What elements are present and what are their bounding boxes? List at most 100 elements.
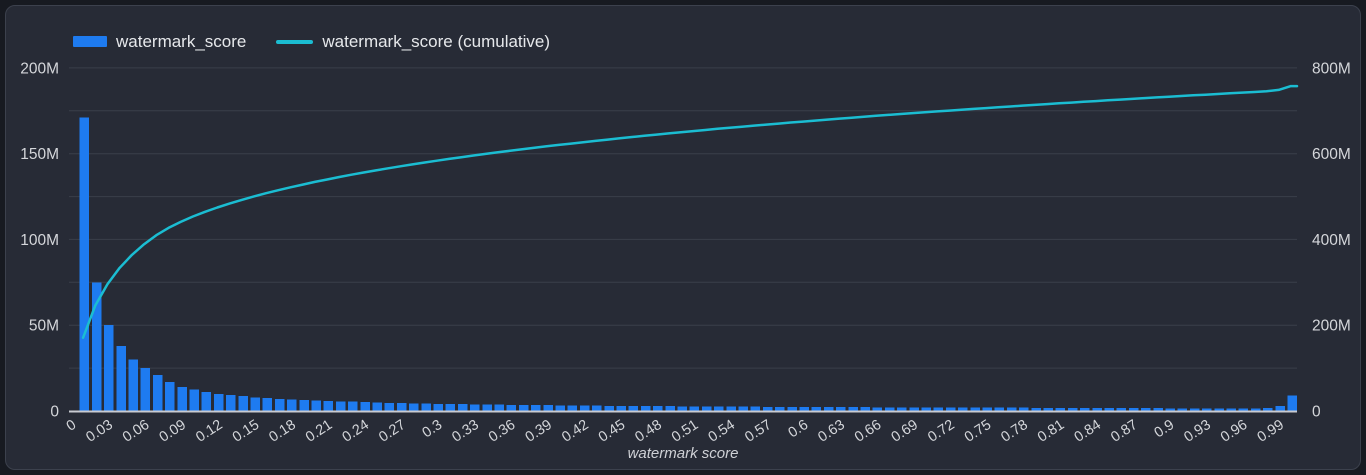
histogram-bar[interactable]: [726, 406, 736, 411]
histogram-bar[interactable]: [250, 397, 261, 411]
histogram-bar[interactable]: [140, 368, 151, 411]
histogram-bar[interactable]: [274, 398, 285, 411]
histogram-bar[interactable]: [1043, 407, 1054, 411]
histogram-bar[interactable]: [1250, 408, 1261, 411]
histogram-bar[interactable]: [1238, 408, 1249, 411]
histogram-bar[interactable]: [360, 402, 370, 411]
histogram-bar[interactable]: [396, 402, 407, 411]
histogram-bar[interactable]: [335, 401, 346, 411]
histogram-bar[interactable]: [213, 393, 224, 411]
histogram-bar[interactable]: [787, 406, 797, 411]
histogram-bar[interactable]: [531, 405, 541, 411]
histogram-bar[interactable]: [470, 404, 480, 411]
histogram-bar[interactable]: [921, 407, 932, 411]
histogram-bar[interactable]: [189, 389, 200, 411]
histogram-bar[interactable]: [323, 401, 334, 411]
histogram-bar[interactable]: [799, 407, 810, 411]
histogram-bar[interactable]: [860, 407, 871, 411]
histogram-bar[interactable]: [970, 407, 980, 411]
histogram-bar[interactable]: [738, 406, 749, 411]
histogram-bar[interactable]: [1202, 408, 1212, 411]
histogram-bar[interactable]: [1275, 405, 1285, 411]
histogram-bar[interactable]: [604, 405, 614, 411]
histogram-bar[interactable]: [384, 402, 395, 411]
histogram-bar[interactable]: [1263, 407, 1273, 411]
histogram-bar[interactable]: [897, 407, 907, 411]
histogram-bar[interactable]: [1226, 408, 1237, 411]
histogram-bar[interactable]: [79, 117, 90, 411]
histogram-bar[interactable]: [1116, 408, 1127, 411]
histogram-bar[interactable]: [104, 325, 114, 411]
histogram-bar[interactable]: [945, 407, 956, 411]
histogram-bar[interactable]: [152, 375, 163, 411]
histogram-bar[interactable]: [311, 400, 322, 412]
histogram-bar[interactable]: [1019, 407, 1029, 411]
histogram-bar[interactable]: [872, 407, 883, 411]
histogram-bar[interactable]: [421, 403, 431, 412]
histogram-bar[interactable]: [762, 406, 773, 411]
histogram-bar[interactable]: [714, 406, 724, 412]
histogram-bar[interactable]: [262, 398, 273, 411]
histogram-bar[interactable]: [567, 405, 578, 412]
histogram-bar[interactable]: [1177, 408, 1188, 411]
histogram-bar[interactable]: [1214, 408, 1224, 411]
histogram-bar[interactable]: [543, 405, 553, 411]
histogram-bar[interactable]: [457, 404, 468, 411]
histogram-bar[interactable]: [616, 405, 627, 411]
histogram-bar[interactable]: [1067, 407, 1078, 411]
histogram-bar[interactable]: [994, 407, 1005, 411]
histogram-bar[interactable]: [1031, 407, 1041, 411]
histogram-bar[interactable]: [1092, 408, 1102, 411]
histogram-bar[interactable]: [1153, 408, 1163, 411]
histogram-bar[interactable]: [1287, 395, 1298, 411]
histogram-bar[interactable]: [823, 407, 834, 411]
histogram-bar[interactable]: [177, 387, 187, 411]
histogram-bar[interactable]: [348, 401, 358, 411]
histogram-bar[interactable]: [665, 406, 675, 411]
histogram-bar[interactable]: [518, 405, 529, 411]
cumulative-line[interactable]: [81, 84, 1299, 339]
histogram-bar[interactable]: [201, 392, 212, 411]
histogram-bar[interactable]: [1165, 408, 1176, 411]
histogram-bar[interactable]: [628, 406, 639, 411]
histogram-bar[interactable]: [836, 407, 846, 411]
histogram-bar[interactable]: [653, 406, 663, 411]
histogram-bar[interactable]: [1055, 407, 1066, 411]
histogram-bar[interactable]: [811, 407, 822, 411]
histogram-bar[interactable]: [689, 406, 700, 411]
histogram-bar[interactable]: [677, 406, 688, 411]
histogram-bar[interactable]: [445, 404, 456, 411]
histogram-bar[interactable]: [592, 405, 602, 411]
legend-item-watermark-score[interactable]: watermark_score: [73, 32, 246, 51]
histogram-bar[interactable]: [982, 407, 993, 411]
histogram-bar[interactable]: [1189, 408, 1200, 411]
histogram-bar[interactable]: [409, 403, 419, 411]
histogram-bar[interactable]: [884, 407, 895, 411]
histogram-bar[interactable]: [555, 405, 566, 411]
histogram-bar[interactable]: [1104, 408, 1115, 411]
histogram-bar[interactable]: [958, 407, 968, 411]
histogram-bar[interactable]: [933, 407, 944, 411]
histogram-bar[interactable]: [1006, 407, 1017, 411]
histogram-bar[interactable]: [848, 407, 858, 411]
histogram-bar[interactable]: [372, 402, 383, 411]
histogram-bar[interactable]: [579, 405, 590, 412]
histogram-bar[interactable]: [116, 345, 126, 411]
histogram-bar[interactable]: [238, 396, 248, 411]
histogram-bar[interactable]: [750, 406, 761, 411]
histogram-bar[interactable]: [226, 395, 236, 411]
histogram-bar[interactable]: [909, 407, 919, 411]
histogram-bar[interactable]: [299, 400, 309, 411]
histogram-bar[interactable]: [506, 404, 517, 411]
histogram-bar[interactable]: [1128, 408, 1139, 411]
histogram-bar[interactable]: [287, 399, 297, 412]
histogram-bar[interactable]: [165, 381, 175, 411]
histogram-bar[interactable]: [128, 359, 139, 412]
histogram-bar[interactable]: [433, 403, 444, 411]
legend-item-watermark-score-cumulative[interactable]: watermark_score (cumulative): [276, 32, 550, 51]
histogram-bar[interactable]: [640, 406, 651, 411]
histogram-bar[interactable]: [1141, 408, 1151, 411]
histogram-bar[interactable]: [494, 404, 505, 411]
histogram-bar[interactable]: [482, 404, 492, 412]
histogram-bar[interactable]: [701, 406, 712, 412]
